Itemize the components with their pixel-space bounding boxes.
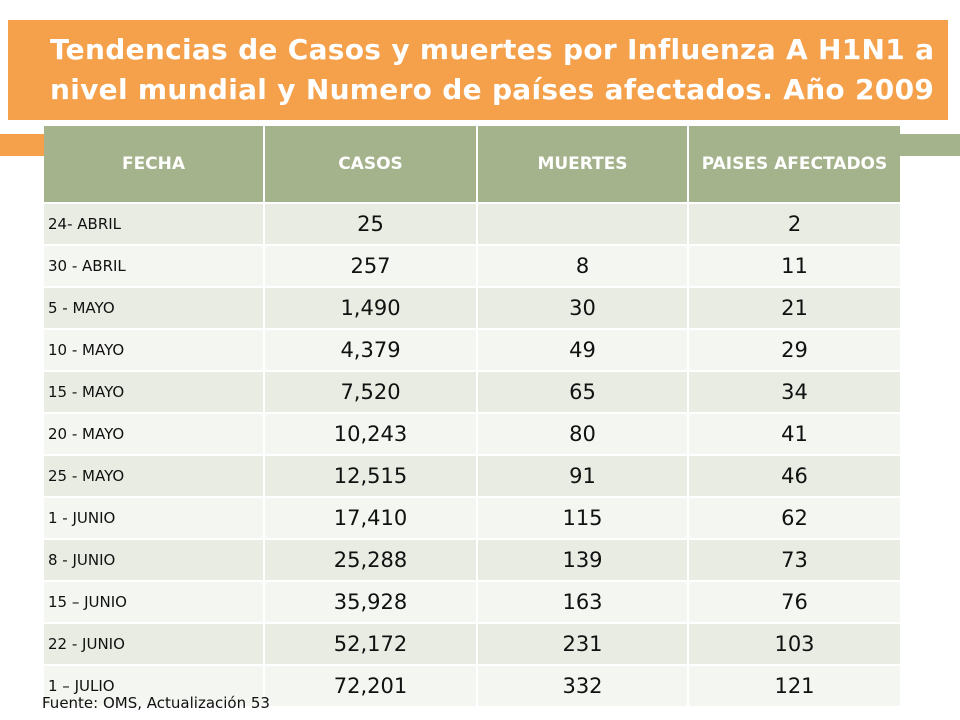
muertes-cell: 8 [477, 244, 689, 287]
data-table: FECHA CASOS MUERTES PAISES AFECTADOS 24-… [44, 126, 900, 706]
table-row: 24- ABRIL 25 2 [44, 202, 900, 245]
table-header-row: FECHA CASOS MUERTES PAISES AFECTADOS [44, 126, 900, 203]
paises-cell: 121 [688, 664, 900, 706]
fecha-cell: 1 - JUNIO [44, 496, 265, 539]
muertes-cell: 49 [477, 328, 689, 371]
casos-cell: 7,520 [264, 370, 478, 413]
table-row: 15 - MAYO 7,520 65 34 [44, 370, 900, 413]
muertes-cell: 139 [477, 538, 689, 581]
data-table-container: FECHA CASOS MUERTES PAISES AFECTADOS 24-… [44, 126, 900, 706]
header-fecha: FECHA [44, 126, 265, 203]
paises-cell: 62 [688, 496, 900, 539]
muertes-cell: 30 [477, 286, 689, 329]
casos-cell: 10,243 [264, 412, 478, 455]
table-row: 1 – JULIO 72,201 332 121 [44, 664, 900, 706]
fecha-cell: 1 – JULIO [44, 664, 265, 706]
paises-cell: 21 [688, 286, 900, 329]
table-row: 5 - MAYO 1,490 30 21 [44, 286, 900, 329]
table-row: 20 - MAYO 10,243 80 41 [44, 412, 900, 455]
table-row: 1 - JUNIO 17,410 115 62 [44, 496, 900, 539]
table-row: 25 - MAYO 12,515 91 46 [44, 454, 900, 497]
casos-cell: 25,288 [264, 538, 478, 581]
paises-cell: 46 [688, 454, 900, 497]
header-casos: CASOS [264, 126, 478, 203]
muertes-cell: 231 [477, 622, 689, 665]
table-row: 10 - MAYO 4,379 49 29 [44, 328, 900, 371]
accent-bar-right [900, 134, 960, 156]
casos-cell: 72,201 [264, 664, 478, 706]
muertes-cell [477, 202, 689, 245]
page-title: Tendencias de Casos y muertes por Influe… [50, 33, 935, 106]
table-row: 8 - JUNIO 25,288 139 73 [44, 538, 900, 581]
fecha-cell: 10 - MAYO [44, 328, 265, 371]
accent-bar-left [0, 134, 52, 156]
casos-cell: 52,172 [264, 622, 478, 665]
muertes-cell: 332 [477, 664, 689, 706]
casos-cell: 25 [264, 202, 478, 245]
fecha-cell: 15 - MAYO [44, 370, 265, 413]
header-paises-afectados: PAISES AFECTADOS [688, 126, 900, 203]
casos-cell: 35,928 [264, 580, 478, 623]
muertes-cell: 91 [477, 454, 689, 497]
casos-cell: 12,515 [264, 454, 478, 497]
casos-cell: 4,379 [264, 328, 478, 371]
muertes-cell: 163 [477, 580, 689, 623]
fecha-cell: 24- ABRIL [44, 202, 265, 245]
header-muertes: MUERTES [477, 126, 689, 203]
paises-cell: 29 [688, 328, 900, 371]
fecha-cell: 30 - ABRIL [44, 244, 265, 287]
paises-cell: 11 [688, 244, 900, 287]
paises-cell: 76 [688, 580, 900, 623]
fecha-cell: 15 – JUNIO [44, 580, 265, 623]
paises-cell: 41 [688, 412, 900, 455]
source-note: Fuente: OMS, Actualización 53 [42, 694, 270, 712]
fecha-cell: 20 - MAYO [44, 412, 265, 455]
title-band [8, 20, 948, 120]
paises-cell: 34 [688, 370, 900, 413]
fecha-cell: 8 - JUNIO [44, 538, 265, 581]
casos-cell: 17,410 [264, 496, 478, 539]
table-row: 22 - JUNIO 52,172 231 103 [44, 622, 900, 665]
table-row: 30 - ABRIL 257 8 11 [44, 244, 900, 287]
fecha-cell: 5 - MAYO [44, 286, 265, 329]
muertes-cell: 115 [477, 496, 689, 539]
table-row: 15 – JUNIO 35,928 163 76 [44, 580, 900, 623]
muertes-cell: 80 [477, 412, 689, 455]
table-body: 24- ABRIL 25 2 30 - ABRIL 257 8 11 5 - MAYO 1,49… [44, 202, 900, 706]
fecha-cell: 25 - MAYO [44, 454, 265, 497]
paises-cell: 103 [688, 622, 900, 665]
casos-cell: 257 [264, 244, 478, 287]
casos-cell: 1,490 [264, 286, 478, 329]
fecha-cell: 22 - JUNIO [44, 622, 265, 665]
paises-cell: 2 [688, 202, 900, 245]
muertes-cell: 65 [477, 370, 689, 413]
paises-cell: 73 [688, 538, 900, 581]
